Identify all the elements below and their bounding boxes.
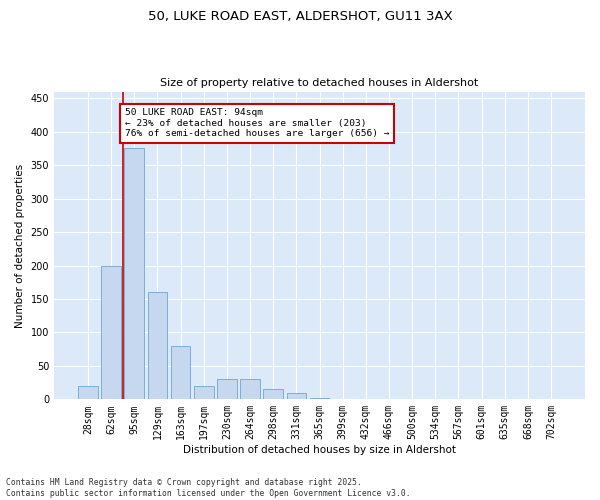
Bar [541,398,561,400]
Y-axis label: Number of detached properties: Number of detached properties [15,164,25,328]
Bar [124,148,144,400]
Bar [148,292,167,400]
Title: Size of property relative to detached houses in Aldershot: Size of property relative to detached ho… [160,78,479,88]
Text: 50, LUKE ROAD EAST, ALDERSHOT, GU11 3AX: 50, LUKE ROAD EAST, ALDERSHOT, GU11 3AX [148,10,452,23]
Bar [240,380,260,400]
Bar [217,380,237,400]
Bar [171,346,190,400]
Bar [287,392,306,400]
Bar [310,398,329,400]
Bar [194,386,214,400]
Text: 50 LUKE ROAD EAST: 94sqm
← 23% of detached houses are smaller (203)
76% of semi-: 50 LUKE ROAD EAST: 94sqm ← 23% of detach… [125,108,389,138]
Bar [263,390,283,400]
Bar [78,386,98,400]
Bar [356,398,376,400]
Bar [101,266,121,400]
X-axis label: Distribution of detached houses by size in Aldershot: Distribution of detached houses by size … [183,445,456,455]
Text: Contains HM Land Registry data © Crown copyright and database right 2025.
Contai: Contains HM Land Registry data © Crown c… [6,478,410,498]
